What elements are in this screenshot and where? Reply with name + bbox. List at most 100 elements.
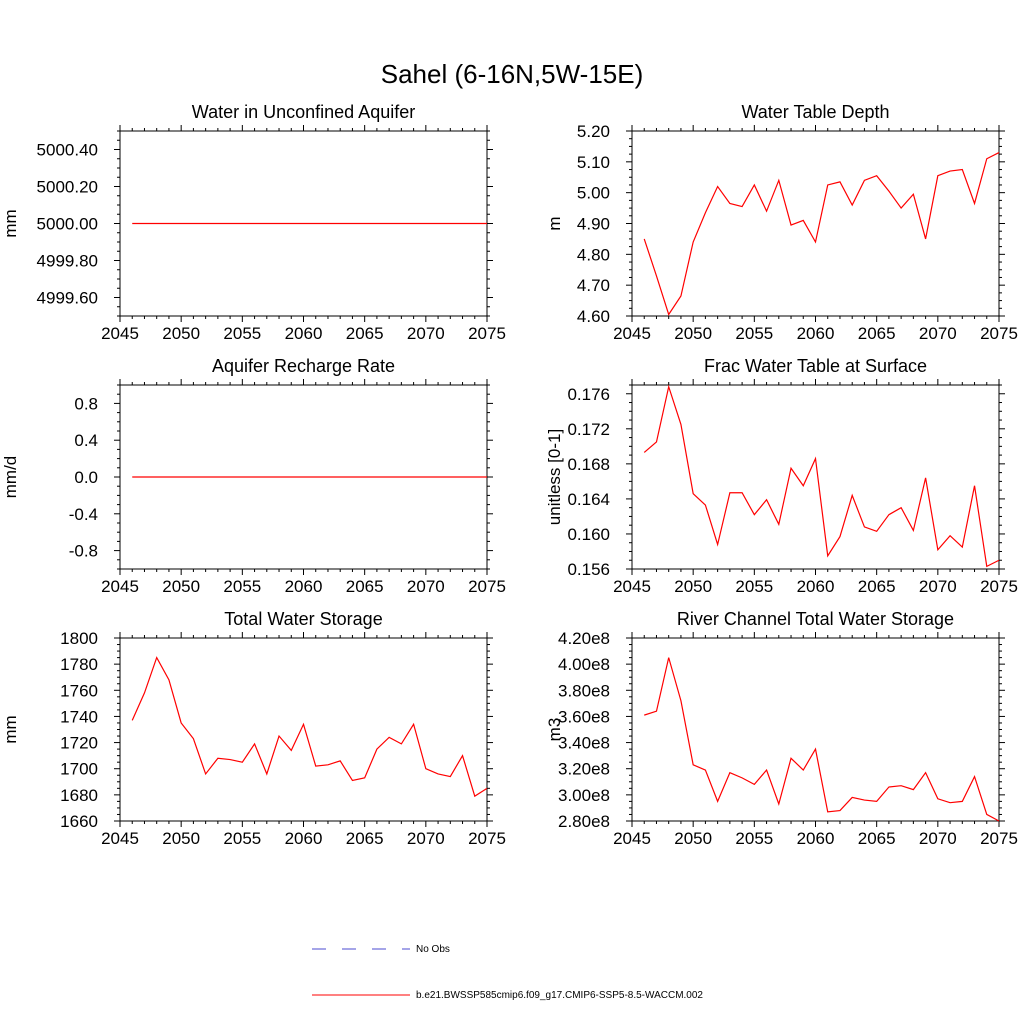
x-tick-label: 2060 xyxy=(797,577,835,596)
x-tick-label: 2050 xyxy=(674,577,712,596)
y-tick-label: 4.60 xyxy=(577,307,610,326)
series-line xyxy=(643,384,1000,568)
y-tick-label: -0.8 xyxy=(69,542,98,561)
y-axis-label: m3 xyxy=(545,718,564,742)
x-tick-label: 2045 xyxy=(613,324,651,343)
x-tick-label: 2060 xyxy=(797,324,835,343)
y-tick-label: 0.164 xyxy=(567,490,610,509)
x-tick-label: 2060 xyxy=(285,324,323,343)
x-tick-label: 2070 xyxy=(919,577,957,596)
y-axis-label: mm xyxy=(1,209,20,237)
y-tick-label: 3.80e8 xyxy=(558,681,610,700)
y-tick-label: 0.172 xyxy=(567,420,610,439)
y-tick-label: 4999.60 xyxy=(37,289,98,308)
y-tick-label: 1740 xyxy=(60,707,98,726)
y-tick-label: 4999.80 xyxy=(37,252,98,271)
y-tick-label: 5000.20 xyxy=(37,178,98,197)
series-line xyxy=(644,657,1000,822)
y-tick-label: 0.156 xyxy=(567,560,610,579)
y-tick-label: 5000.00 xyxy=(37,215,98,234)
x-tick-label: 2070 xyxy=(407,577,445,596)
x-tick-label: 2075 xyxy=(468,577,506,596)
chart-panels: Water in Unconfined Aquifer 2045 2050 2055 2… xyxy=(1,102,1018,848)
y-tick-label: 1800 xyxy=(60,629,98,648)
y-tick-label: 1720 xyxy=(60,734,98,753)
x-tick-label: 2075 xyxy=(468,324,506,343)
x-tick-label: 2065 xyxy=(858,577,896,596)
x-tick-label: 2065 xyxy=(346,324,384,343)
legend-model-label: b.e21.BWSSP585cmip6.f09_g17.CMIP6-SSP5-8… xyxy=(416,990,703,1001)
y-tick-label: 5000.40 xyxy=(37,141,98,160)
y-tick-label: 5.20 xyxy=(577,122,610,141)
x-tick-label: 2065 xyxy=(858,324,896,343)
y-tick-label: 1700 xyxy=(60,760,98,779)
x-tick-label: 2055 xyxy=(735,829,773,848)
chart-frac-water-table-at-surface: Frac Water Table at Surface 2045 2050 2055 2… xyxy=(545,356,1018,596)
chart-water-table-depth: Water Table Depth 2045 2050 2055 2060 2065 207… xyxy=(545,102,1018,343)
x-tick-label: 2060 xyxy=(797,829,835,848)
panel-title: Frac Water Table at Surface xyxy=(704,356,927,376)
y-tick-label: 2.80e8 xyxy=(558,812,610,831)
plot-frame xyxy=(631,130,1000,317)
x-tick-label: 2050 xyxy=(162,577,200,596)
y-tick-label: 5.00 xyxy=(577,184,610,203)
plot-frame xyxy=(119,637,488,822)
x-tick-label: 2060 xyxy=(285,829,323,848)
y-tick-label: 4.80 xyxy=(577,245,610,264)
y-tick-label: 0.8 xyxy=(74,394,98,413)
x-tick-label: 2070 xyxy=(919,324,957,343)
x-tick-label: 2045 xyxy=(613,829,651,848)
chart-water-in-unconfined-aquifer: Water in Unconfined Aquifer 2045 2050 2055 2… xyxy=(1,102,506,343)
y-tick-label: 0.176 xyxy=(567,385,610,404)
y-tick-label: 1680 xyxy=(60,786,98,805)
panel-title: Aquifer Recharge Rate xyxy=(212,356,395,376)
y-tick-label: 1660 xyxy=(60,812,98,831)
x-tick-label: 2070 xyxy=(407,829,445,848)
y-tick-label: -0.4 xyxy=(69,505,98,524)
x-tick-label: 2055 xyxy=(735,324,773,343)
y-tick-label: 0.4 xyxy=(74,431,98,450)
y-tick-label: 3.60e8 xyxy=(558,707,610,726)
y-axis-label: unitless [0-1] xyxy=(545,429,564,525)
figure-title: Sahel (6-16N,5W-15E) xyxy=(381,59,644,89)
y-axis-label: m xyxy=(545,216,564,230)
series-line xyxy=(131,656,488,798)
x-tick-label: 2050 xyxy=(162,324,200,343)
legend: No Obs b.e21.BWSSP585cmip6.f09_g17.CMIP6… xyxy=(312,944,703,1001)
x-tick-label: 2045 xyxy=(101,324,139,343)
y-tick-label: 0.0 xyxy=(74,468,98,487)
x-tick-label: 2050 xyxy=(674,324,712,343)
x-tick-label: 2065 xyxy=(346,829,384,848)
series-line xyxy=(643,152,1000,316)
x-tick-label: 2070 xyxy=(919,829,957,848)
y-tick-label: 0.168 xyxy=(567,455,610,474)
y-tick-label: 3.20e8 xyxy=(558,760,610,779)
x-tick-label: 2045 xyxy=(101,829,139,848)
panel-title: River Channel Total Water Storage xyxy=(677,609,954,629)
y-tick-label: 4.00e8 xyxy=(558,655,610,674)
x-tick-label: 2055 xyxy=(223,324,261,343)
y-tick-label: 4.20e8 xyxy=(558,629,610,648)
y-tick-label: 0.160 xyxy=(567,525,610,544)
x-tick-label: 2075 xyxy=(980,324,1018,343)
x-tick-label: 2060 xyxy=(285,577,323,596)
y-tick-label: 3.40e8 xyxy=(558,734,610,753)
x-tick-label: 2045 xyxy=(613,577,651,596)
x-tick-label: 2055 xyxy=(735,577,773,596)
y-axis-label: mm/d xyxy=(1,456,20,499)
plot-frame xyxy=(631,384,1000,570)
panel-title: Water in Unconfined Aquifer xyxy=(192,102,415,122)
y-tick-label: 1780 xyxy=(60,655,98,674)
y-tick-label: 1760 xyxy=(60,681,98,700)
x-tick-label: 2055 xyxy=(223,829,261,848)
x-tick-label: 2065 xyxy=(346,577,384,596)
y-tick-label: 4.70 xyxy=(577,276,610,295)
x-tick-label: 2075 xyxy=(980,829,1018,848)
x-tick-label: 2045 xyxy=(101,577,139,596)
legend-obs-label: No Obs xyxy=(416,944,450,955)
x-tick-label: 2050 xyxy=(674,829,712,848)
x-tick-label: 2075 xyxy=(980,577,1018,596)
chart-river-channel-total-water-storage: River Channel Total Water Storage 2045 205… xyxy=(545,609,1018,848)
y-tick-label: 3.00e8 xyxy=(558,786,610,805)
x-tick-label: 2070 xyxy=(407,324,445,343)
